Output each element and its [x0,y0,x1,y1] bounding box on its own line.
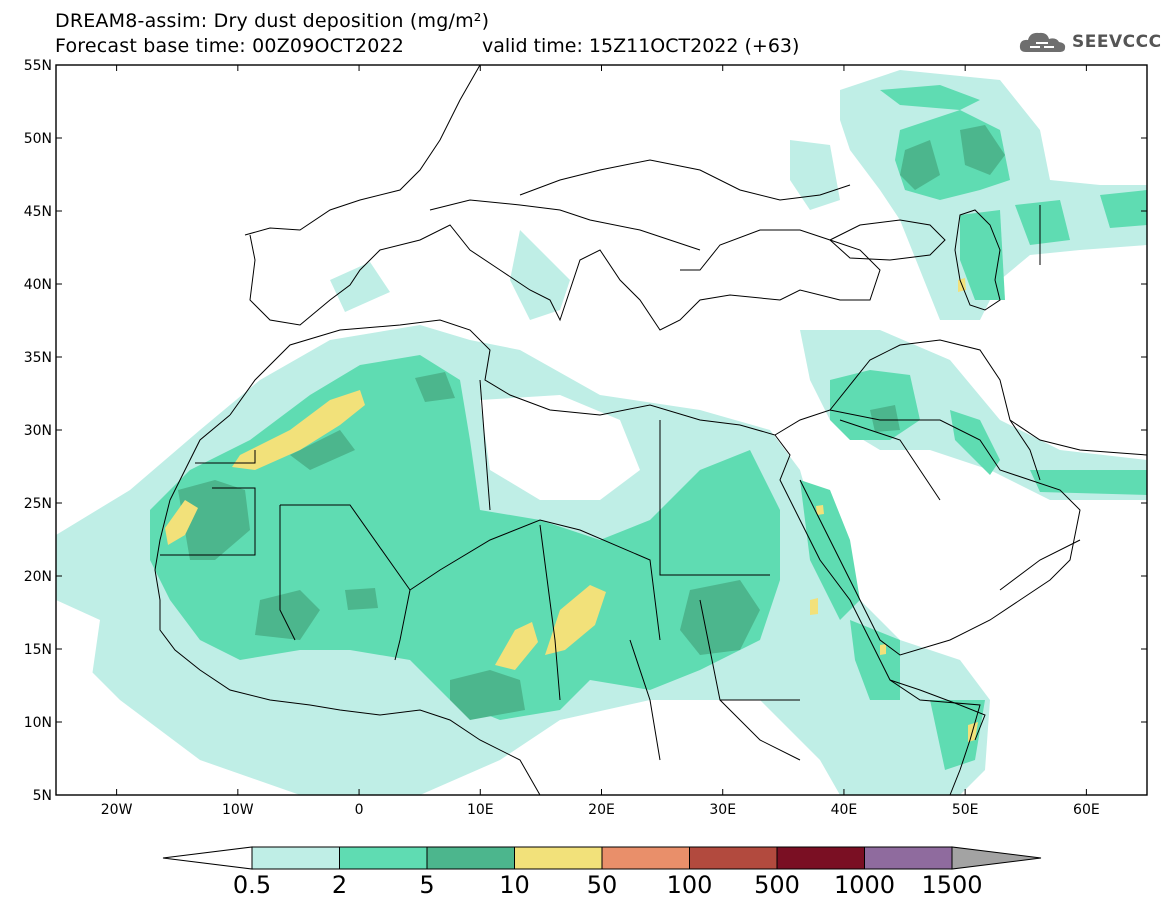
colorbar-over-triangle [951,846,1042,870]
lon-tick-label: 40E [831,802,858,818]
seevccc-logo: SEEVCCC [1018,28,1162,56]
colorbar-label: 0.5 [232,871,272,899]
lon-tick-label: 50E [952,802,979,818]
colorbar-bin [689,846,778,870]
latitude-axis: 5N 10N 15N 20N 25N 30N 35N 40N 45N 50N 55N [24,58,1147,804]
lat-tick-label: 10N [24,715,52,731]
colorbar-label: 5 [419,871,435,899]
lat-tick-label: 55N [24,58,52,74]
field-level-3 [178,125,1005,720]
lon-tick-label: 60E [1073,802,1100,818]
colorbar-label: 500 [754,871,800,899]
colorbar-bin [426,846,515,870]
colorbar-label: 1500 [921,871,983,899]
lat-tick-label: 35N [24,350,52,366]
valid-time: valid time: 15Z11OCT2022 (+63) [482,35,800,57]
lat-tick-label: 15N [24,642,52,658]
map-title: DREAM8-assim: Dry dust deposition (mg/m²… [55,10,490,32]
lat-tick-label: 5N [33,788,52,804]
lat-tick-label: 30N [24,423,52,439]
coastlines-borders [154,65,1147,795]
colorbar-label: 10 [499,871,530,899]
colorbar-label: 50 [586,871,618,899]
lat-tick-label: 25N [24,496,52,512]
colorbar-bin [339,846,428,870]
colorbar-bin [864,846,953,870]
lat-tick-label: 50N [24,131,52,147]
lat-tick-label: 40N [24,277,52,293]
lon-tick-label: 20E [588,802,615,818]
dust-field [56,70,1147,795]
lon-tick-label: 10E [467,802,494,818]
lon-tick-label: 10W [222,802,254,818]
lon-tick-label: 0 [355,802,364,818]
field-level-4 [165,278,978,742]
forecast-base-time: Forecast base time: 00Z09OCT2022 [55,35,405,57]
longitude-axis: 20W 10W 0 10E 20E 30E 40E 50E 60E [101,65,1100,818]
colorbar-bin [514,846,603,870]
colorbar-bin [601,846,690,870]
colorbar-under-triangle [162,846,253,870]
lon-tick-label: 30E [709,802,736,818]
cloud-icon [1019,32,1066,52]
lat-tick-label: 45N [24,204,52,220]
colorbar-label: 2 [331,871,348,899]
colorbar-label: 100 [666,871,713,899]
colorbar-bin [251,846,340,870]
lat-tick-label: 20N [24,569,52,585]
colorbar-label: 1000 [833,871,896,899]
colorbar-bin [776,846,865,870]
logo-text: SEEVCCC [1072,32,1162,52]
lon-tick-label: 20W [101,802,133,818]
